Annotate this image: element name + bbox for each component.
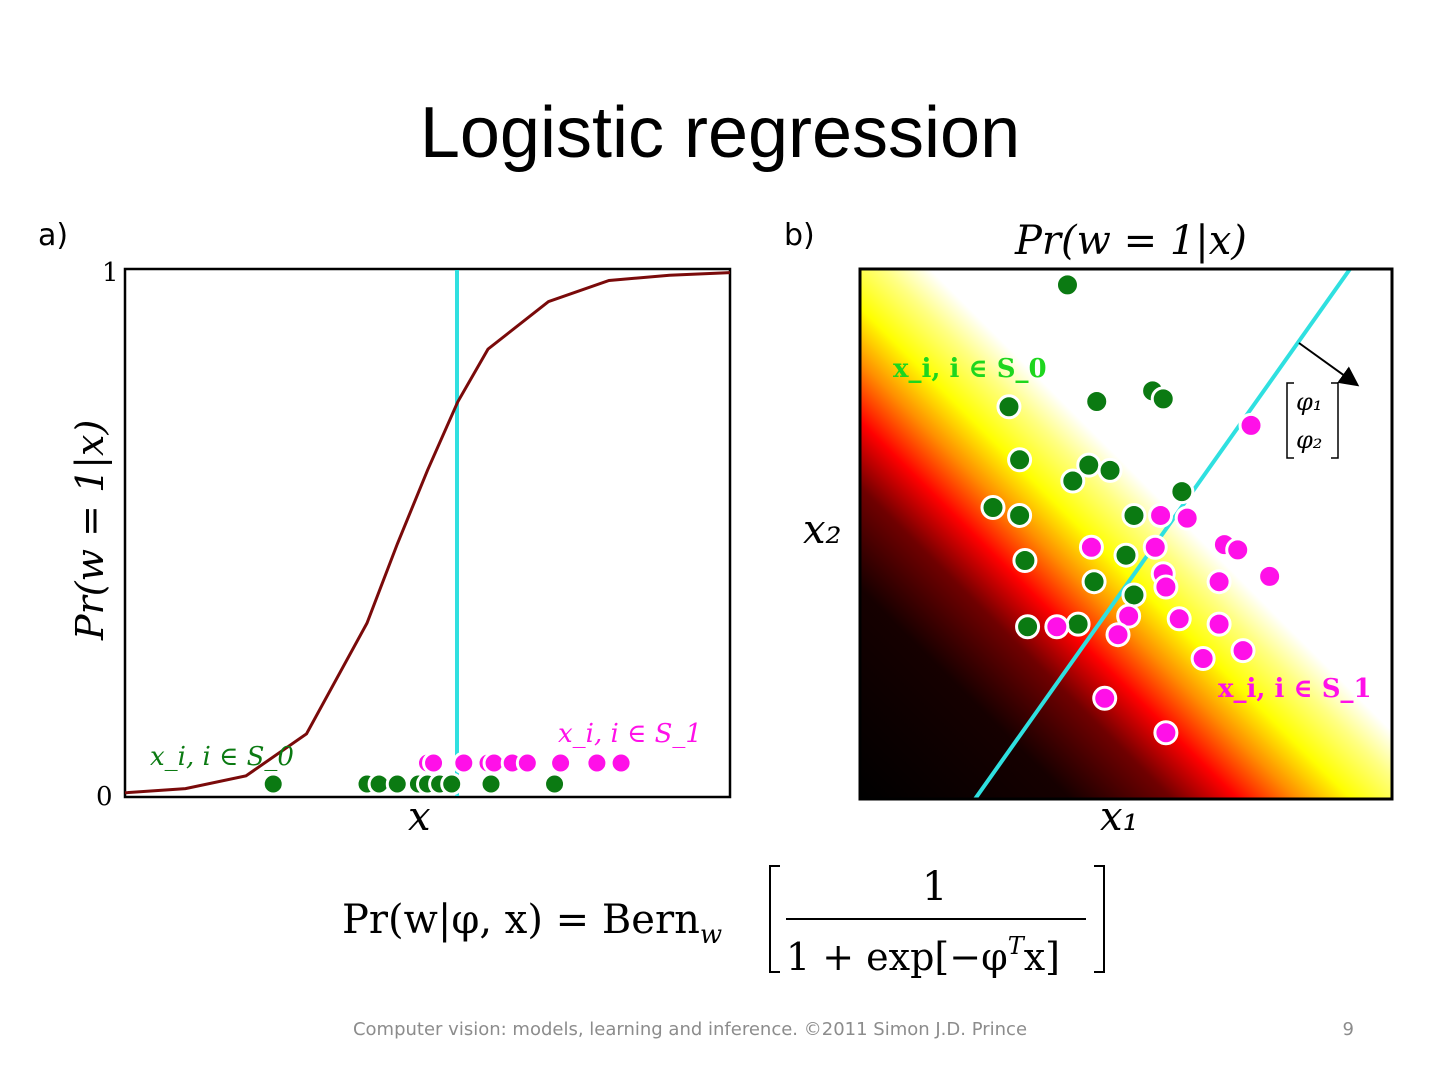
formula-denominator: 1 + exp[−φTx] <box>786 932 1060 979</box>
panel-b-class1-label: x_i, i ∈ S_1 <box>1218 674 1372 704</box>
class0-point <box>1121 582 1147 608</box>
class1-point <box>1078 534 1104 560</box>
panel-b-class0-label: x_i, i ∈ S_0 <box>893 354 1047 384</box>
class0-point <box>980 495 1006 520</box>
class1-point <box>1190 646 1216 672</box>
class1-point <box>1092 685 1118 711</box>
class1-point <box>585 751 609 775</box>
class1-point <box>1225 537 1251 563</box>
vector-phi2: φ₂ <box>1296 426 1322 454</box>
class1-point <box>1148 502 1174 528</box>
panel-a-xlabel: x <box>408 794 431 840</box>
class1-point <box>1238 412 1264 438</box>
footer-citation: Computer vision: models, learning and in… <box>352 1019 1028 1040</box>
class1-point <box>1257 563 1283 589</box>
normal-vector-arrow <box>1298 342 1360 387</box>
class0-point <box>1081 569 1107 595</box>
vector-brackets <box>1286 382 1339 459</box>
class1-point <box>1153 720 1179 746</box>
class1-point <box>1206 569 1232 595</box>
probability-heatmap <box>860 269 1392 799</box>
class0-point <box>261 772 285 796</box>
class1-point <box>1174 505 1200 531</box>
formula-left-bracket <box>769 865 780 973</box>
panel-b-ylabel: x₂ <box>803 507 842 553</box>
class0-point <box>479 772 503 796</box>
panel-b-frame <box>858 267 1394 801</box>
class1-point <box>1044 614 1070 640</box>
class1-point <box>1116 603 1142 629</box>
panel-a-plot: 1 0 x Pr(w = 1|x) x_i, i ∈ S_0 x_i, i ∈ … <box>68 258 732 840</box>
figure-svg: 1 0 x Pr(w = 1|x) x_i, i ∈ S_0 x_i, i ∈ … <box>68 218 1394 979</box>
class1-point <box>1153 574 1179 600</box>
class0-point <box>1065 611 1091 637</box>
panel-a-class0-label: x_i, i ∈ S_0 <box>150 742 294 772</box>
formula-right-bracket <box>1094 865 1105 973</box>
class0-point <box>1007 447 1033 473</box>
formula-numerator: 1 <box>922 864 947 910</box>
panel-b-label: b) <box>784 218 815 253</box>
panel-a-label: a) <box>38 218 69 253</box>
class1-point <box>1105 622 1131 648</box>
class1-point <box>1166 606 1192 632</box>
class1-point <box>1230 638 1256 664</box>
class0-point <box>543 772 567 796</box>
formula-lhs: Pr(w|φ, x) = Bernw <box>342 897 722 950</box>
class1-point <box>452 751 476 775</box>
class0-point <box>1054 272 1080 298</box>
class1-point <box>1142 534 1168 560</box>
panel-b-title: Pr(w = 1|x) <box>1014 218 1247 264</box>
panel-a-frame <box>123 267 732 799</box>
class1-point <box>515 751 539 775</box>
page-number: 9 <box>1342 1019 1354 1040</box>
slide-title: Logistic regression <box>419 93 1021 173</box>
class0-point <box>1150 386 1176 412</box>
class0-point <box>1121 502 1147 528</box>
ytick-0: 0 <box>96 782 113 812</box>
panel-a-ylabel: Pr(w = 1|x) <box>68 420 112 641</box>
class0-point <box>1084 389 1110 414</box>
class0-point <box>385 772 409 796</box>
class0-point <box>1007 502 1033 528</box>
class0-point <box>996 394 1022 420</box>
logistic-formula: Pr(w|φ, x) = Bernw 1 1 + exp[−φTx] <box>342 864 1105 979</box>
class1-point <box>549 751 573 775</box>
sigmoid-curve <box>124 271 731 795</box>
panel-b-plot: φ₁ φ₂ Pr(w = 1|x) x₁ x₂ x_i, i ∈ S_0 x_i… <box>803 218 1394 840</box>
vector-phi1: φ₁ <box>1296 388 1322 416</box>
class1-point <box>1206 611 1232 637</box>
panel-a-class1-label: x_i, i ∈ S_1 <box>558 719 702 749</box>
class1-point <box>609 751 633 775</box>
decision-boundary-2d <box>973 269 1352 799</box>
class0-point <box>1060 468 1086 494</box>
class0-point <box>1113 542 1139 568</box>
class0-point <box>1012 548 1038 573</box>
class1-point <box>422 751 446 775</box>
panel-b-xlabel: x₁ <box>1100 794 1139 840</box>
class0-point <box>1015 614 1041 640</box>
class0-point <box>1097 457 1123 483</box>
ytick-1: 1 <box>102 258 119 288</box>
class0-point <box>1169 479 1195 505</box>
class0-point <box>440 772 464 796</box>
